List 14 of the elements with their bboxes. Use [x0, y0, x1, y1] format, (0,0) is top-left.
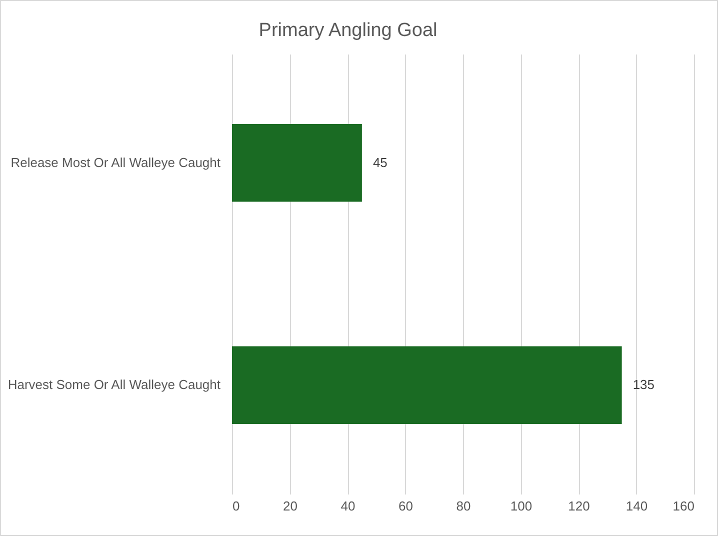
- x-tick-label: 140: [626, 498, 648, 514]
- x-tick-label: 60: [398, 498, 413, 514]
- x-tick-label: 120: [568, 498, 590, 514]
- data-label: 135: [632, 377, 655, 392]
- x-tick-label: 80: [456, 498, 471, 514]
- x-tick-label: 160: [672, 498, 694, 514]
- chart-title: Primary Angling Goal: [258, 20, 438, 41]
- x-tick-label: 20: [283, 498, 298, 514]
- x-tick-label: 40: [340, 498, 356, 514]
- x-tick-label: 0: [232, 498, 240, 514]
- x-tick-label: 100: [510, 498, 532, 514]
- y-tick-label: Release Most Or All Walleye Caught: [10, 154, 221, 170]
- data-label: 45: [372, 154, 388, 170]
- y-tick-label: Harvest Some Or All Walleye Caught: [8, 377, 221, 392]
